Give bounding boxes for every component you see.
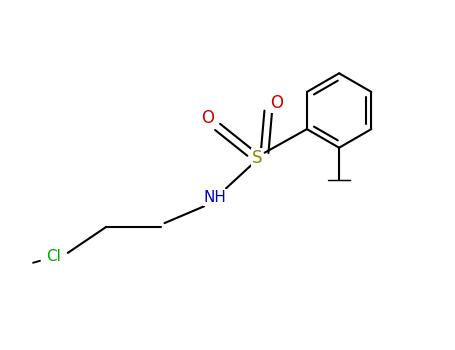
Text: O: O (271, 94, 283, 112)
Text: S: S (252, 149, 263, 167)
Text: NH: NH (204, 190, 227, 205)
Text: O: O (201, 109, 214, 127)
Text: Cl: Cl (46, 249, 61, 264)
